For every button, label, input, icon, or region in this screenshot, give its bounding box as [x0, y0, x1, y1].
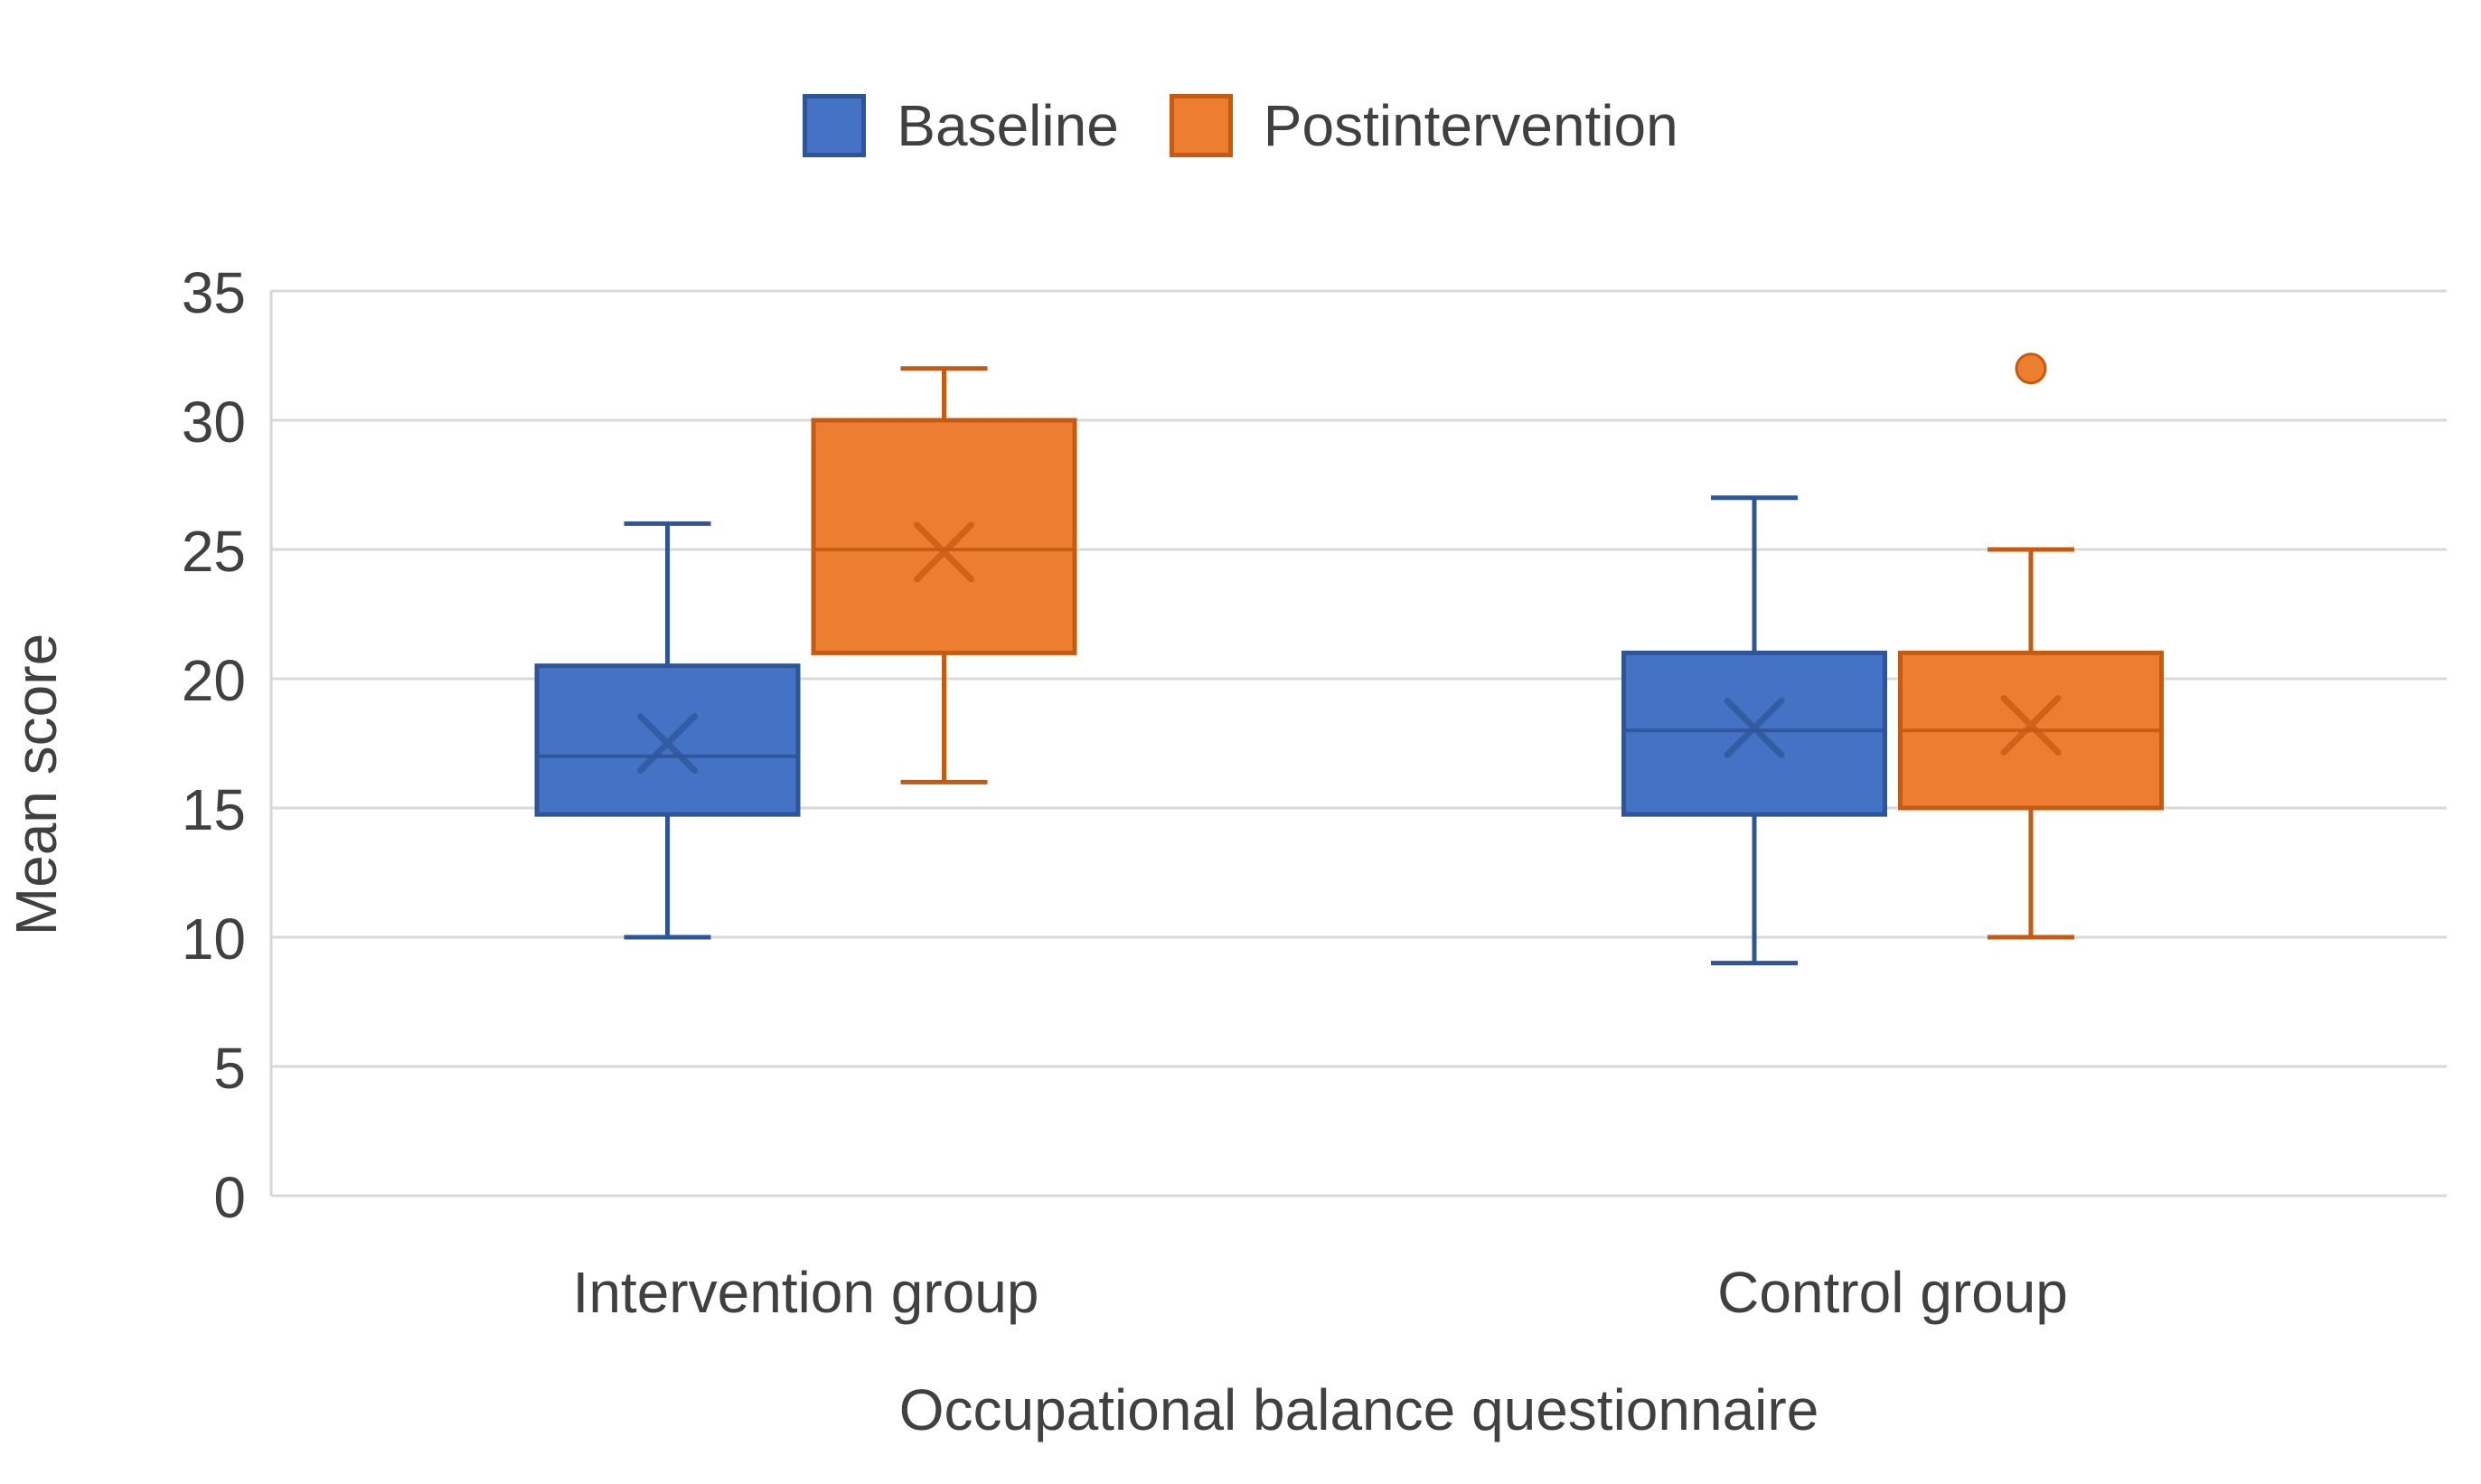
y-tick-label: 5 — [213, 1036, 246, 1101]
y-tick-label: 20 — [182, 648, 246, 713]
y-tick-label: 15 — [182, 777, 246, 842]
mean-marker-postintervention-intervention — [914, 521, 974, 583]
x-category-label: Control group — [1717, 1260, 2068, 1325]
chart-legend: Baseline Postintervention — [0, 94, 2481, 157]
outlier-point-postintervention-control — [2015, 352, 2047, 385]
baseline-swatch — [803, 94, 867, 158]
x-category-label: Intervention group — [573, 1260, 1039, 1325]
legend-item-postintervention: Postintervention — [1169, 93, 1678, 158]
x-axis-title: Occupational balance questionnaire — [899, 1377, 1819, 1442]
legend-item-baseline: Baseline — [803, 94, 1119, 157]
box-postintervention-intervention — [811, 418, 1077, 655]
mean-marker-baseline-control — [1724, 697, 1785, 758]
legend-label-baseline: Baseline — [897, 93, 1119, 158]
y-tick-label: 35 — [182, 260, 246, 325]
y-tick-label: 0 — [213, 1165, 246, 1230]
y-tick-label: 25 — [182, 519, 246, 584]
mean-marker-postintervention-control — [2000, 694, 2062, 756]
y-tick-label: 10 — [182, 906, 246, 972]
postintervention-swatch — [1169, 94, 1233, 158]
box-baseline-control — [1621, 650, 1887, 817]
y-axis-title: Mean score — [4, 634, 69, 935]
legend-label-postintervention: Postintervention — [1263, 93, 1678, 158]
y-tick-label: 30 — [182, 390, 246, 455]
mean-marker-baseline-intervention — [637, 713, 698, 774]
